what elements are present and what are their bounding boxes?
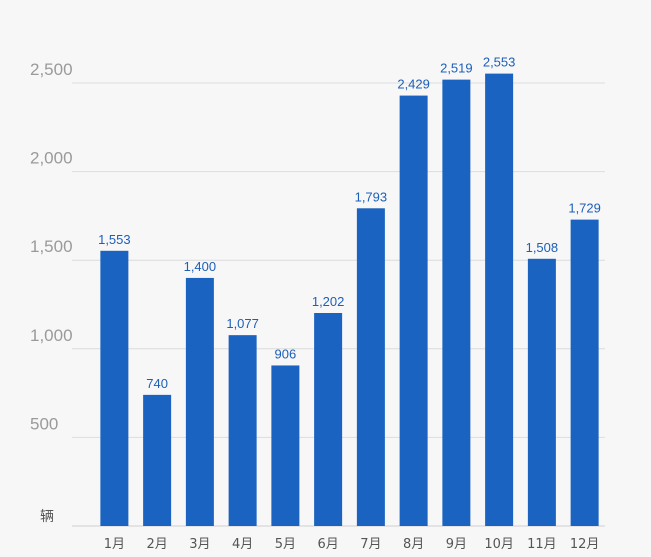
y-tick-label: 500 bbox=[30, 414, 58, 433]
y-axis: 500 1,000 1,500 2,000 2,500 bbox=[30, 60, 73, 433]
data-label: 740 bbox=[146, 376, 168, 391]
data-label: 906 bbox=[275, 346, 297, 361]
bar bbox=[442, 79, 471, 526]
data-labels: 1,553 740 1,400 1,077 906 1,202 1,793 2,429 2,51… bbox=[98, 55, 601, 391]
x-tick-label: 1月 bbox=[104, 537, 125, 552]
y-tick-label: 1,000 bbox=[30, 326, 73, 345]
x-tick-label: 10月 bbox=[484, 537, 514, 552]
x-tick-label: 6月 bbox=[317, 537, 338, 552]
x-tick-label: 2月 bbox=[146, 537, 167, 552]
bar bbox=[271, 365, 300, 526]
bar bbox=[356, 208, 385, 526]
bar bbox=[143, 394, 172, 526]
data-label: 2,553 bbox=[483, 55, 516, 70]
data-label: 1,400 bbox=[184, 259, 217, 274]
x-tick-label: 3月 bbox=[189, 537, 210, 552]
data-label: 2,519 bbox=[440, 61, 473, 76]
y-tick-label: 2,000 bbox=[30, 149, 73, 168]
data-label: 1,553 bbox=[98, 232, 131, 247]
bar bbox=[314, 313, 343, 526]
data-label: 1,729 bbox=[568, 201, 601, 216]
y-tick-label: 2,500 bbox=[30, 60, 73, 79]
x-tick-label: 12月 bbox=[570, 537, 600, 552]
x-tick-label: 11月 bbox=[527, 537, 557, 552]
bar bbox=[485, 73, 514, 526]
bar bbox=[570, 219, 599, 526]
x-tick-label: 9月 bbox=[446, 537, 467, 552]
x-axis: 1月 2月 3月 4月 5月 6月 7月 8月 9月 10月 11月 12月 bbox=[104, 537, 600, 552]
x-tick-label: 7月 bbox=[360, 537, 381, 552]
bar bbox=[399, 95, 428, 526]
y-axis-unit-label: 辆 bbox=[40, 509, 54, 525]
x-tick-label: 8月 bbox=[403, 537, 424, 552]
data-label: 2,429 bbox=[397, 77, 430, 92]
data-label: 1,202 bbox=[312, 294, 345, 309]
x-tick-label: 5月 bbox=[275, 537, 296, 552]
bar bbox=[228, 335, 257, 526]
y-tick-label: 1,500 bbox=[30, 237, 73, 256]
bar bbox=[100, 250, 129, 526]
x-tick-label: 4月 bbox=[232, 537, 253, 552]
data-label: 1,077 bbox=[226, 316, 259, 331]
data-label: 1,508 bbox=[526, 240, 559, 255]
bars bbox=[100, 73, 599, 526]
bar bbox=[185, 277, 214, 526]
bar bbox=[527, 258, 556, 526]
data-label: 1,793 bbox=[355, 189, 388, 204]
